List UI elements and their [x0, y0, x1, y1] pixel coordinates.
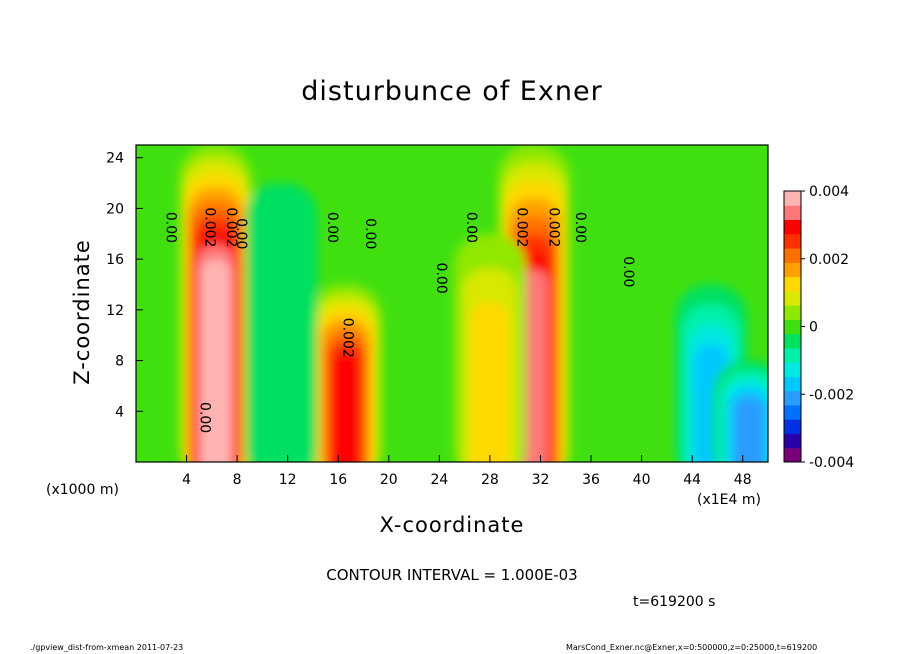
field-feature-1-level-10 [203, 273, 229, 462]
colorbar-swatch [784, 333, 801, 349]
footer-file-info: MarsCond_Exner.nc@Exner,x=0:500000,z=0:2… [566, 643, 818, 652]
contour-label: 0.002 [202, 207, 218, 247]
x-axis-unit-right: (x1E4 m) [697, 492, 761, 508]
x-tick-label: 32 [532, 472, 550, 488]
contour-label: 0.002 [339, 318, 355, 358]
colorbar-swatch [784, 390, 801, 406]
colorbar-swatch [784, 233, 801, 249]
contour-label: 0.002 [223, 207, 239, 247]
colorbar-swatch [784, 319, 801, 335]
colorbar-swatch [784, 419, 801, 434]
contour-label: 0.00 [233, 218, 249, 249]
x-tick-label: 24 [430, 472, 448, 488]
contour-label: 0.00 [433, 263, 449, 294]
colorbar-tick-label: 0.002 [809, 252, 849, 268]
x-tick-label: 44 [683, 472, 701, 488]
colorbar-swatch [784, 376, 801, 392]
time-label: t=619200 s [633, 594, 716, 610]
x-tick-label: 8 [233, 472, 242, 488]
colorbar-tick-label: -0.002 [809, 387, 854, 403]
field-feature-2-level-8 [520, 269, 548, 462]
contour-label: 0.002 [514, 207, 530, 247]
x-tick-label: 28 [481, 472, 499, 488]
colorbar-swatch [784, 404, 801, 420]
field-feature-7-level-1 [245, 183, 318, 462]
colorbar-swatch [784, 447, 801, 463]
x-axis-unit-left: (x1000 m) [46, 482, 119, 498]
y-tick-label: 24 [106, 151, 124, 167]
contour-label: 0.00 [196, 402, 212, 433]
colorbar-tick-label: 0 [809, 320, 818, 336]
x-tick-label: 20 [380, 472, 398, 488]
colorbar-swatch [784, 433, 801, 449]
colorbar-swatch [784, 290, 801, 306]
x-tick-label: 12 [279, 472, 297, 488]
colorbar-tick-label: 0.004 [809, 184, 849, 200]
x-tick-label: 40 [633, 472, 651, 488]
colorbar-swatch [784, 305, 801, 320]
colorbar-tick-label: -0.004 [809, 455, 854, 471]
footer-script-info: ./gpview_dist-from-xmean 2011-07-23 [30, 643, 184, 652]
field-feature-3-level-7 [332, 352, 360, 462]
y-tick-label: 16 [106, 252, 124, 268]
colorbar-swatch [784, 262, 801, 278]
colorbar-swatch [784, 362, 801, 377]
y-tick-label: 12 [106, 303, 124, 319]
x-tick-label: 36 [582, 472, 600, 488]
contour-label: 0.002 [545, 207, 561, 247]
field-feature-4-level-3 [471, 302, 509, 462]
contour-label: 0.00 [162, 212, 178, 243]
x-tick-label: 16 [329, 472, 347, 488]
contour-label: 0.00 [572, 212, 588, 243]
plot-frame [135, 144, 769, 463]
x-axis-label: X-coordinate [379, 513, 525, 537]
y-tick-label: 20 [106, 201, 124, 217]
colorbar-swatch [784, 276, 801, 292]
contour-label: 0.00 [324, 212, 340, 243]
field-feature-6-level-5 [733, 397, 765, 462]
chart-title: disturbunce of Exner [301, 76, 603, 107]
contour-interval-note: CONTOUR INTERVAL = 1.000E-03 [326, 566, 578, 584]
contour-label: 0.00 [463, 212, 479, 243]
x-tick-label: 4 [182, 472, 191, 488]
colorbar-swatch [784, 248, 801, 263]
y-tick-label: 4 [115, 404, 124, 420]
contour-label: 0.00 [362, 218, 378, 249]
contour-label: 0.00 [620, 256, 636, 287]
colorbar-swatch [784, 219, 801, 235]
colorbar-swatch [784, 205, 801, 221]
colorbar-swatch [784, 347, 801, 363]
y-tick-label: 8 [115, 354, 124, 370]
colorbar-swatch [784, 191, 801, 206]
x-tick-label: 48 [734, 472, 752, 488]
